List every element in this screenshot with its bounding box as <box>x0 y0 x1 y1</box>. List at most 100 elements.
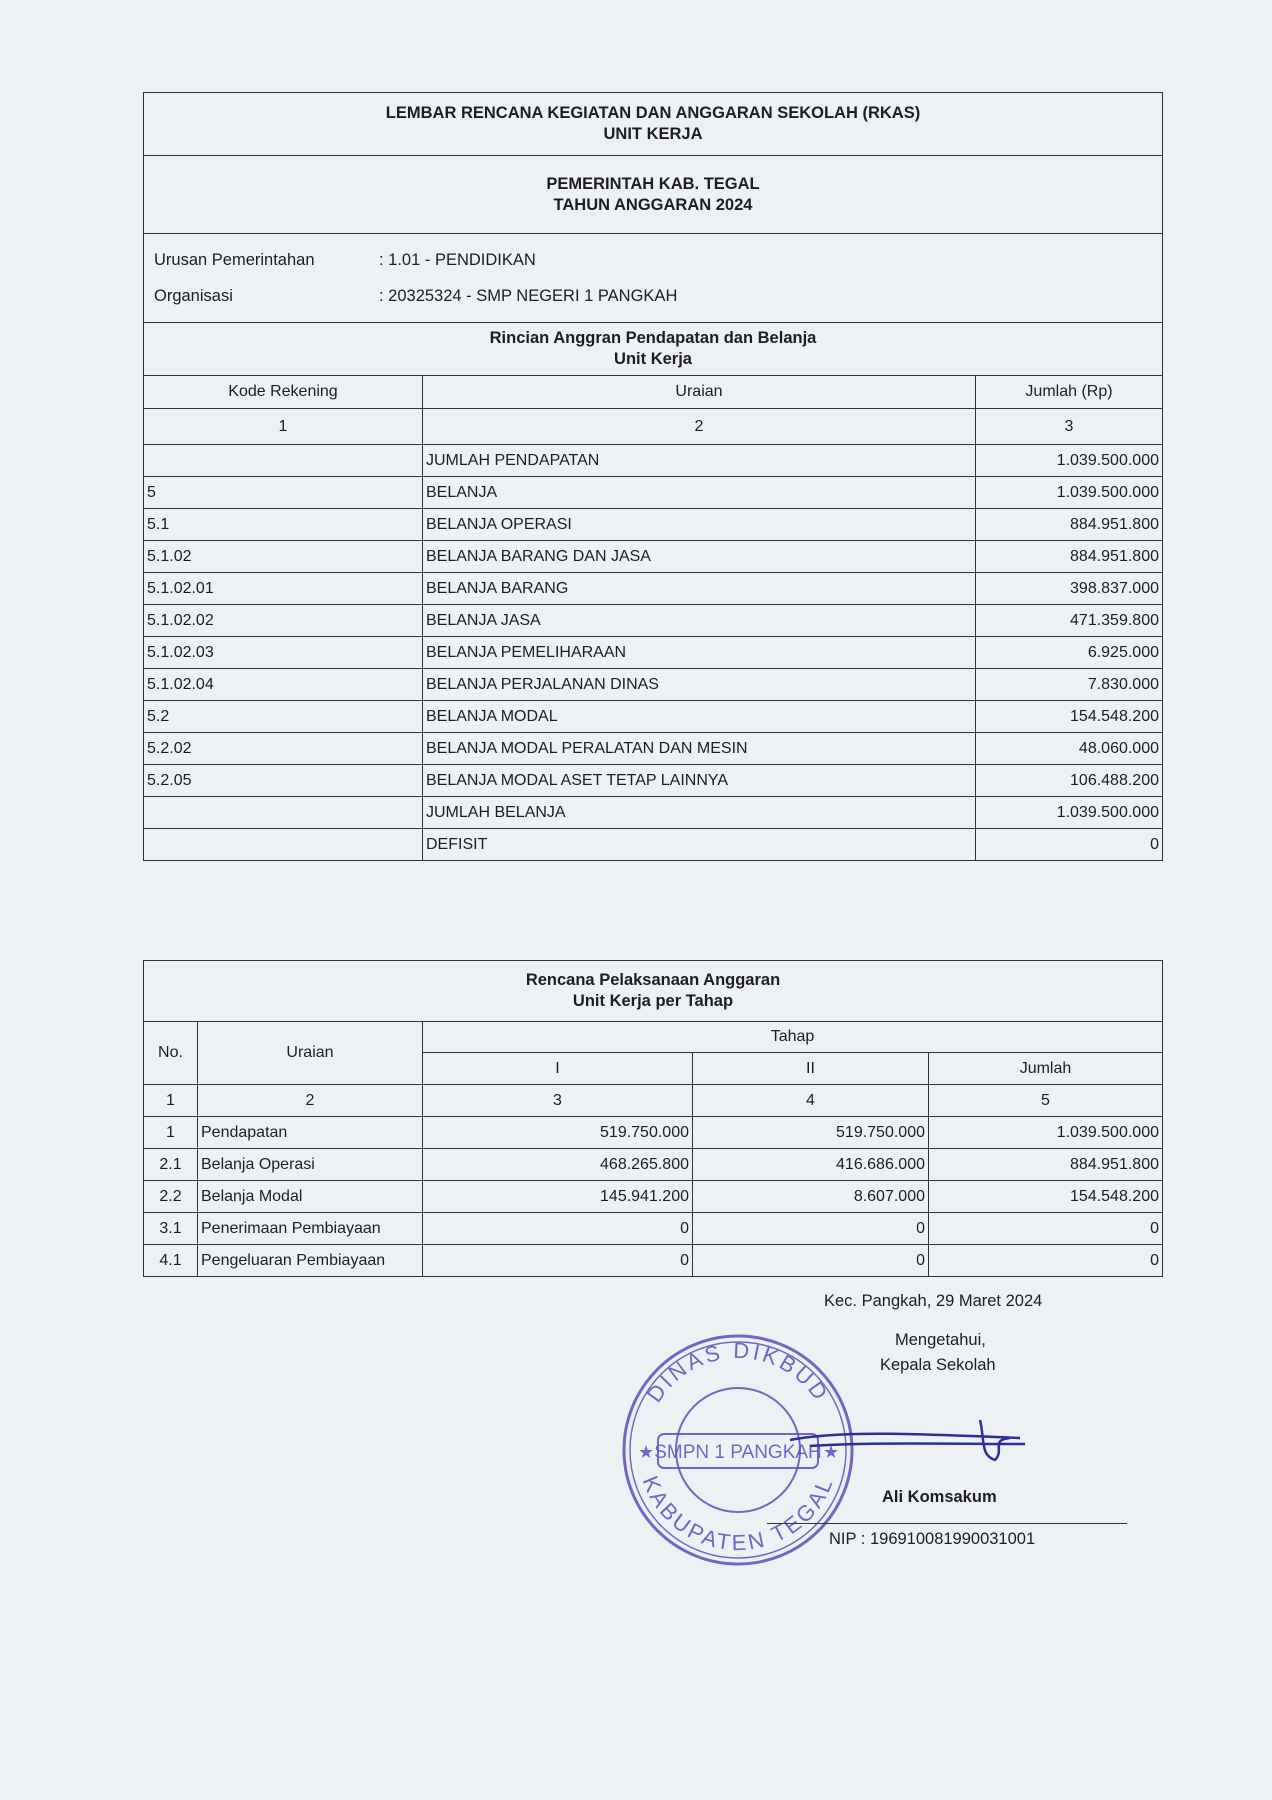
column-number: 1 <box>143 408 423 445</box>
tahap1-cell: 0 <box>422 1212 693 1245</box>
table-row: 5.1.02.01 BELANJA BARANG 398.837.000 <box>143 572 1163 605</box>
kode-cell: 5.1.02.04 <box>143 668 423 701</box>
title-line2: UNIT KERJA <box>603 125 703 143</box>
table-row: 5.2 BELANJA MODAL 154.548.200 <box>143 700 1163 733</box>
column-header: Tahap <box>422 1021 1163 1053</box>
info-label: Organisasi <box>154 286 233 305</box>
kode-cell: 5.1.02.01 <box>143 572 423 605</box>
table-row: 5.1 BELANJA OPERASI 884.951.800 <box>143 508 1163 541</box>
position-text: Kepala Sekolah <box>880 1356 996 1374</box>
info-row-organisasi: Organisasi : 20325324 - SMP NEGERI 1 PANG… <box>154 278 1152 314</box>
kode-cell: 5 <box>143 476 423 509</box>
rkas-table: LEMBAR RENCANA KEGIATAN DAN ANGGARAN SEK… <box>143 92 1163 861</box>
column-header: Kode Rekening <box>143 375 423 409</box>
rincian-title-line2: Unit Kerja <box>614 350 692 368</box>
uraian-cell: BELANJA BARANG DAN JASA <box>422 540 976 573</box>
table-row: 5.2.02 BELANJA MODAL PERALATAN DAN MESIN 4… <box>143 732 1163 765</box>
pelaksanaan-table: Rencana Pelaksanaan Anggaran Unit Kerja … <box>143 960 1163 1277</box>
kode-cell: 5.1 <box>143 508 423 541</box>
jumlah-cell: 398.837.000 <box>975 572 1163 605</box>
tahap2-cell: 0 <box>692 1244 929 1277</box>
no-cell: 4.1 <box>143 1244 198 1277</box>
column-number: 2 <box>197 1084 423 1117</box>
table-row: 2.1 Belanja Operasi 468.265.800 416.686.000… <box>143 1148 1163 1181</box>
jumlah-cell: 1.039.500.000 <box>928 1116 1163 1149</box>
column-header: Jumlah <box>928 1052 1163 1085</box>
column-header: Uraian <box>197 1021 423 1085</box>
table-row: 5.1.02.04 BELANJA PERJALANAN DINAS 7.830.0… <box>143 668 1163 701</box>
signer-name: Ali Komsakum <box>882 1488 997 1506</box>
acknowledge-text: Mengetahui, <box>895 1331 986 1349</box>
table-row: 2.2 Belanja Modal 145.941.200 8.607.000 154.… <box>143 1180 1163 1213</box>
jumlah-cell: 0 <box>928 1244 1163 1277</box>
stamp-center-text: SMPN 1 PANGKAH <box>654 1442 822 1463</box>
tahap1-cell: 468.265.800 <box>422 1148 693 1181</box>
uraian-cell: Pengeluaran Pembiayaan <box>197 1244 423 1277</box>
pelaksanaan-title: Rencana Pelaksanaan Anggaran Unit Kerja … <box>143 960 1163 1022</box>
kode-cell <box>143 828 423 861</box>
svg-text:DINAS DIKBUD: DINAS DIKBUD <box>642 1338 835 1407</box>
table-row: 5.2.05 BELANJA MODAL ASET TETAP LAINNYA 10… <box>143 764 1163 797</box>
kode-cell: 5.1.02.03 <box>143 636 423 669</box>
tahap2-cell: 416.686.000 <box>692 1148 929 1181</box>
table-row: JUMLAH BELANJA 1.039.500.000 <box>143 796 1163 829</box>
title-line1: LEMBAR RENCANA KEGIATAN DAN ANGGARAN SEK… <box>385 104 921 122</box>
school-stamp: DINAS DIKBUD KABUPATEN TEGAL SMPN 1 PANG… <box>622 1334 854 1566</box>
uraian-cell: Penerimaan Pembiayaan <box>197 1212 423 1245</box>
uraian-cell: BELANJA <box>422 476 976 509</box>
jumlah-cell: 884.951.800 <box>975 508 1163 541</box>
no-cell: 2.1 <box>143 1148 198 1181</box>
info-label: Urusan Pemerintahan <box>154 250 315 269</box>
kode-cell: 5.2.05 <box>143 764 423 797</box>
pelaksanaan-title-line2: Unit Kerja per Tahap <box>572 992 734 1010</box>
uraian-cell: BELANJA PEMELIHARAAN <box>422 636 976 669</box>
table-row: 4.1 Pengeluaran Pembiayaan 0 0 0 <box>143 1244 1163 1277</box>
kode-cell: 5.1.02 <box>143 540 423 573</box>
signature-scribble <box>789 1419 1026 1462</box>
table-row: JUMLAH PENDAPATAN 1.039.500.000 <box>143 444 1163 477</box>
uraian-cell: BELANJA BARANG <box>422 572 976 605</box>
table-row: 5 BELANJA 1.039.500.000 <box>143 476 1163 509</box>
signer-nip: NIP : 196910081990031001 <box>829 1530 1036 1548</box>
kode-cell <box>143 444 423 477</box>
uraian-cell: BELANJA MODAL PERALATAN DAN MESIN <box>422 732 976 765</box>
jumlah-cell: 6.925.000 <box>975 636 1163 669</box>
jumlah-cell: 1.039.500.000 <box>975 796 1163 829</box>
column-number: 5 <box>928 1084 1163 1117</box>
info-value: : 1.01 - PENDIDIKAN <box>379 250 536 269</box>
document-title: LEMBAR RENCANA KEGIATAN DAN ANGGARAN SEK… <box>143 92 1163 156</box>
jumlah-cell: 106.488.200 <box>975 764 1163 797</box>
uraian-cell: BELANJA OPERASI <box>422 508 976 541</box>
no-cell: 1 <box>143 1116 198 1149</box>
uraian-cell: Pendapatan <box>197 1116 423 1149</box>
gov-line1: PEMERINTAH KAB. TEGAL <box>546 174 760 193</box>
tahap1-cell: 145.941.200 <box>422 1180 693 1213</box>
column-header: I <box>422 1052 693 1085</box>
table-row: 5.1.02.02 BELANJA JASA 471.359.800 <box>143 604 1163 637</box>
uraian-cell: BELANJA MODAL ASET TETAP LAINNYA <box>422 764 976 797</box>
star-icon: ★ <box>823 1442 839 1462</box>
kode-cell: 5.1.02.02 <box>143 604 423 637</box>
tahap1-cell: 0 <box>422 1244 693 1277</box>
jumlah-cell: 48.060.000 <box>975 732 1163 765</box>
uraian-cell: JUMLAH PENDAPATAN <box>422 444 976 477</box>
column-header: Uraian <box>422 375 976 409</box>
stamp-top-text: DINAS DIKBUD <box>642 1338 832 1407</box>
info-value: : 20325324 - SMP NEGERI 1 PANGKAH <box>379 286 678 305</box>
rincian-title: Rincian Anggran Pendapatan dan Belanja U… <box>143 322 1163 376</box>
table-row: 5.1.02 BELANJA BARANG DAN JASA 884.951.800 <box>143 540 1163 573</box>
no-cell: 3.1 <box>143 1212 198 1245</box>
jumlah-cell: 154.548.200 <box>975 700 1163 733</box>
kode-cell <box>143 796 423 829</box>
uraian-cell: BELANJA MODAL <box>422 700 976 733</box>
table-row: 3.1 Penerimaan Pembiayaan 0 0 0 <box>143 1212 1163 1245</box>
star-icon: ★ <box>638 1442 654 1462</box>
info-section: Urusan Pemerintahan : 1.01 - PENDIDIKAN O… <box>143 233 1163 323</box>
government-header: PEMERINTAH KAB. TEGAL TAHUN ANGGARAN 202… <box>143 155 1163 234</box>
jumlah-cell: 1.039.500.000 <box>975 476 1163 509</box>
stamp-bottom-text: KABUPATEN TEGAL <box>638 1472 836 1555</box>
jumlah-cell: 884.951.800 <box>975 540 1163 573</box>
column-header: Jumlah (Rp) <box>975 375 1163 409</box>
tahap1-cell: 519.750.000 <box>422 1116 693 1149</box>
column-number: 3 <box>975 408 1163 445</box>
